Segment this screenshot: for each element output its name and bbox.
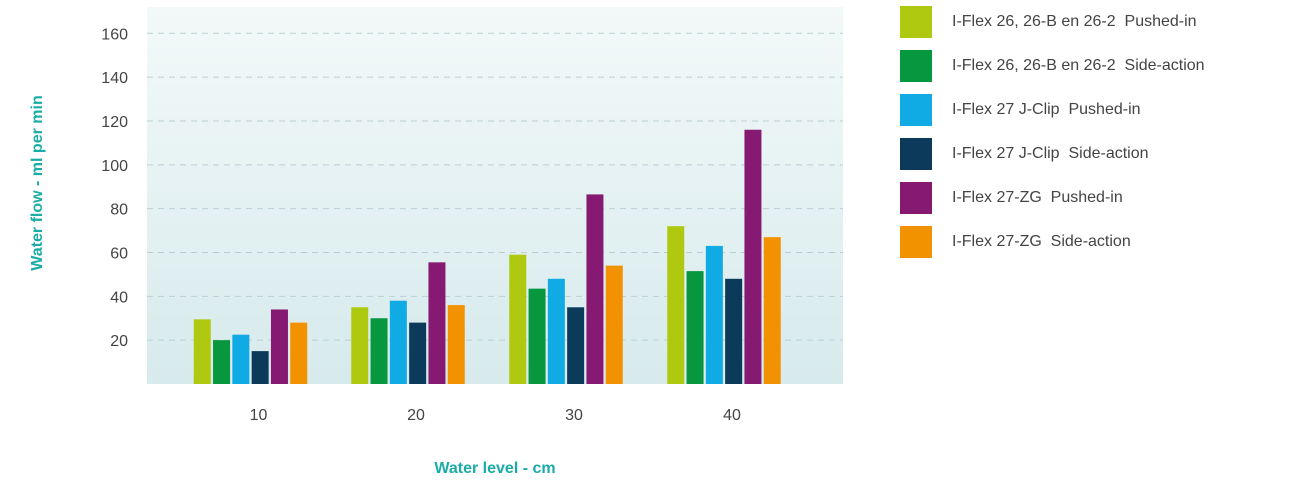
bar: [251, 351, 269, 384]
legend-item: I-Flex 26, 26-B en 26-2 Pushed-in: [900, 6, 1285, 50]
y-tick-label: 160: [101, 26, 128, 43]
bar: [686, 271, 704, 384]
bars: [193, 129, 781, 384]
legend-label: I-Flex 26, 26-B en 26-2 Side-action: [952, 57, 1205, 74]
legend-label: I-Flex 27-ZG Pushed-in: [952, 189, 1123, 206]
bar: [547, 278, 565, 384]
legend-swatch: [900, 226, 932, 258]
y-tick-label: 60: [110, 245, 128, 262]
y-tick-label: 20: [110, 333, 128, 350]
bar: [290, 322, 308, 384]
bar: [389, 300, 407, 384]
y-tick-label: 40: [110, 289, 128, 306]
x-tick-label: 30: [565, 407, 583, 424]
gridlines: [147, 32, 843, 341]
bar: [567, 307, 585, 384]
legend-item: I-Flex 27-ZG Pushed-in: [900, 182, 1285, 226]
y-tick-label: 80: [110, 202, 128, 219]
legend: I-Flex 26, 26-B en 26-2 Pushed-in I-Flex…: [900, 6, 1285, 270]
bar: [447, 305, 465, 384]
x-tick-label: 20: [407, 407, 425, 424]
bar: [763, 237, 781, 384]
bar: [428, 262, 446, 384]
legend-item: I-Flex 27-ZG Side-action: [900, 226, 1285, 270]
legend-swatch: [900, 50, 932, 82]
bar: [351, 307, 369, 384]
legend-item: I-Flex 26, 26-B en 26-2 Side-action: [900, 50, 1285, 94]
legend-item: I-Flex 27 J-Clip Side-action: [900, 138, 1285, 182]
legend-item: I-Flex 27 J-Clip Pushed-in: [900, 94, 1285, 138]
bar: [528, 288, 546, 384]
bar: [605, 265, 623, 384]
bar: [744, 129, 762, 384]
bar: [270, 309, 288, 384]
legend-label: I-Flex 27 J-Clip Pushed-in: [952, 101, 1141, 118]
bar: [667, 226, 685, 384]
bar: [409, 322, 427, 384]
legend-swatch: [900, 6, 932, 38]
legend-label: I-Flex 27 J-Clip Side-action: [952, 145, 1149, 162]
x-tick-label: 40: [723, 407, 741, 424]
bar: [705, 245, 723, 384]
bar: [509, 254, 527, 384]
y-tick-label: 100: [101, 158, 128, 175]
bar: [586, 194, 604, 384]
bar: [213, 340, 231, 384]
bar: [725, 278, 743, 384]
legend-label: I-Flex 26, 26-B en 26-2 Pushed-in: [952, 13, 1197, 30]
y-tick-label: 140: [101, 70, 128, 87]
bar: [232, 334, 250, 384]
legend-swatch: [900, 94, 932, 126]
y-axis-title: Water flow - ml per min: [29, 95, 46, 270]
legend-swatch: [900, 138, 932, 170]
legend-label: I-Flex 27-ZG Side-action: [952, 233, 1131, 250]
y-axis-ticks: 20 40 60 80 100 120 140 160: [101, 26, 128, 350]
bar: [193, 319, 211, 384]
x-axis-ticks: 10 20 30 40: [250, 407, 741, 424]
legend-swatch: [900, 182, 932, 214]
bar: [370, 318, 388, 384]
y-tick-label: 120: [101, 114, 128, 131]
x-tick-label: 10: [250, 407, 268, 424]
x-axis-title: Water level - cm: [434, 460, 555, 477]
